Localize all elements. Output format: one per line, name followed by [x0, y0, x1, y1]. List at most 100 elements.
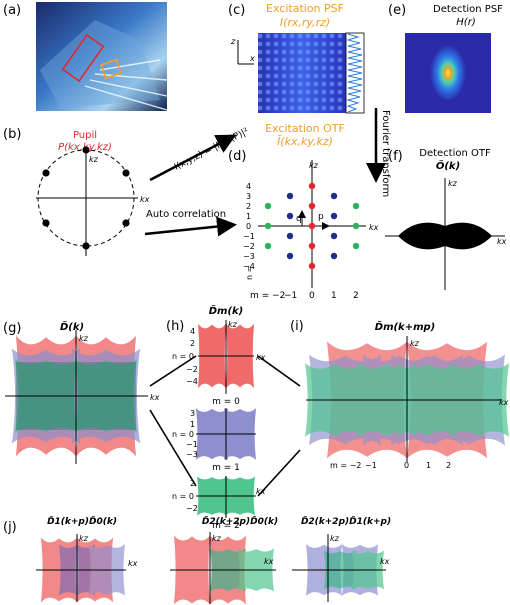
otf-q-label: q: [296, 214, 302, 224]
pupil-points: [42, 146, 130, 250]
svg-text:3: 3: [190, 409, 195, 418]
psf-profile: [346, 33, 363, 113]
panel-label-e: (e): [388, 3, 406, 18]
otf-title: Excitation OTF: [265, 122, 345, 135]
g-kx-label: kx: [150, 393, 160, 402]
h-m1: m = 1: [212, 463, 240, 473]
svg-text:0: 0: [404, 461, 409, 470]
svg-text:2: 2: [353, 291, 359, 301]
j-title-2: D̃2(k+2p)D̃0(k): [202, 515, 278, 527]
autocorr-label: Auto correlation: [146, 209, 226, 220]
svg-text:−1: −1: [284, 291, 297, 301]
svg-text:−2: −2: [243, 242, 255, 251]
otf-kx-label: kx: [369, 223, 379, 232]
otf-kz-label: kz: [309, 161, 319, 170]
i-kx-label: kx: [499, 398, 509, 407]
panel-label-i: (i): [290, 319, 304, 334]
svg-text:n = 0: n = 0: [172, 430, 194, 439]
fourier-label: Fourier transform: [380, 110, 391, 197]
svg-text:2: 2: [190, 339, 195, 348]
panel-f: (f) Detection OTF Õ(k) kz kx: [385, 148, 507, 290]
otf-func: Ĩ(kx,ky,kz): [277, 135, 333, 148]
j2-kz: kz: [212, 534, 222, 543]
panel-label-a: (a): [3, 3, 21, 18]
psf-axis-x: x: [249, 54, 255, 63]
g-title: D̃(k): [60, 320, 84, 333]
panel-label-b: (b): [3, 127, 21, 142]
panel-label-g: (g): [3, 321, 21, 336]
panel-label-h: (h): [166, 319, 184, 334]
svg-text:n =: n =: [245, 266, 254, 280]
panel-i: (i) D̃m(k+mp) kz kx m = −: [290, 319, 509, 470]
j1-kx: kx: [128, 559, 138, 568]
arrow-autocorr: Auto correlation: [144, 209, 237, 237]
otf-n-ticks: 4 3 2 1 0 −1 −2 −3 −4 n =: [243, 182, 255, 280]
photo-setup: [36, 2, 168, 111]
panel-label-j: (j): [3, 520, 17, 535]
j3-kx: kx: [380, 557, 390, 566]
g-kz-label: kz: [79, 334, 89, 343]
det-otf-kx-label: kx: [497, 237, 507, 246]
det-otf-shape: [398, 222, 492, 250]
svg-text:−1: −1: [243, 232, 255, 241]
panel-j: (j) D̃1(k+p)D̃0(k) D̃2(k+2p)D̃0(k) D̃2(k…: [3, 515, 391, 605]
svg-text:1: 1: [331, 291, 337, 301]
panel-a: (a): [3, 2, 168, 111]
svg-text:−1: −1: [186, 440, 198, 449]
i-kz-label: kz: [410, 339, 420, 348]
det-psf-title: Detection PSF: [433, 4, 503, 15]
svg-text:−3: −3: [186, 450, 198, 459]
h-row2-ticks: 2 n = 0 −2: [172, 479, 198, 513]
j3-kz: kz: [330, 534, 340, 543]
j-title-1: D̃1(k+p)D̃0(k): [47, 515, 117, 527]
i-title: D̃m(k+mp): [375, 320, 435, 333]
svg-text:1: 1: [246, 212, 251, 221]
psf-axis-z: z: [230, 37, 236, 46]
svg-text:m = −2: m = −2: [330, 461, 361, 470]
otf-p-label: p: [318, 212, 324, 222]
svg-text:−2: −2: [186, 365, 198, 374]
det-psf-func: H(r): [456, 17, 475, 28]
otf-points: [264, 182, 360, 270]
panel-d: (d) Excitation OTF Ĩ(kx,ky,kz) kz kx q p: [228, 122, 379, 301]
otf-m-ticks: m = −2 −1 0 1 2: [250, 291, 359, 301]
j2-kx: kx: [264, 557, 274, 566]
svg-text:−1: −1: [365, 461, 377, 470]
h-row1-ticks: 3 1 n = 0 −1 −3: [172, 409, 198, 459]
panel-label-c: (c): [228, 3, 245, 18]
svg-text:−4: −4: [186, 377, 198, 386]
psf-title: Excitation PSF: [266, 2, 344, 15]
svg-text:n = 0: n = 0: [172, 492, 194, 501]
h-kx-label-2: kx: [256, 487, 266, 496]
panel-e: (e) Detection PSF H(r): [388, 3, 503, 113]
h-kz-label: kz: [228, 320, 238, 329]
panel-c: (c) Excitation PSF I(rx,ry,rz) z x: [228, 2, 365, 114]
j-title-3: D̃2(k+2p)D̃1(k+p): [301, 515, 391, 527]
panel-b: (b) Pupil P(kx,ky,kz) kz kx: [3, 127, 150, 256]
panel-label-f: (f): [388, 149, 403, 164]
svg-text:−4: −4: [243, 262, 255, 271]
det-otf-func: Õ(k): [436, 159, 460, 172]
svg-text:4: 4: [246, 182, 251, 191]
svg-text:−3: −3: [243, 252, 255, 261]
svg-text:m = −2: m = −2: [250, 291, 285, 301]
arrow-fourier: Fourier transform: [366, 108, 391, 197]
i-m-ticks: m = −2 −1 0 1 2: [330, 461, 451, 470]
svg-text:2: 2: [190, 479, 195, 488]
psf-func: I(rx,ry,rz): [280, 16, 330, 29]
pupil-title: Pupil: [73, 130, 97, 141]
svg-text:−2: −2: [186, 504, 198, 513]
h-row0-ticks: 4 2 n = 0 −2 −4: [172, 327, 198, 386]
det-otf-kz-label: kz: [448, 179, 458, 188]
svg-text:0: 0: [309, 291, 315, 301]
pupil-kz-label: kz: [89, 155, 99, 164]
panel-label-d: (d): [228, 149, 246, 164]
panel-h: (h) D̃m(k) kz kx 4 2 n = 0 −2 −4 m = 0 3…: [149, 304, 301, 531]
h-title: D̃m(k): [209, 304, 244, 317]
h-m0: m = 0: [212, 397, 240, 407]
svg-text:0: 0: [246, 222, 251, 231]
svg-text:4: 4: [190, 327, 195, 336]
pupil-kx-label: kx: [140, 195, 150, 204]
panel-g: (g) D̃(k) kz kx: [3, 320, 160, 464]
j1-kz: kz: [79, 534, 89, 543]
